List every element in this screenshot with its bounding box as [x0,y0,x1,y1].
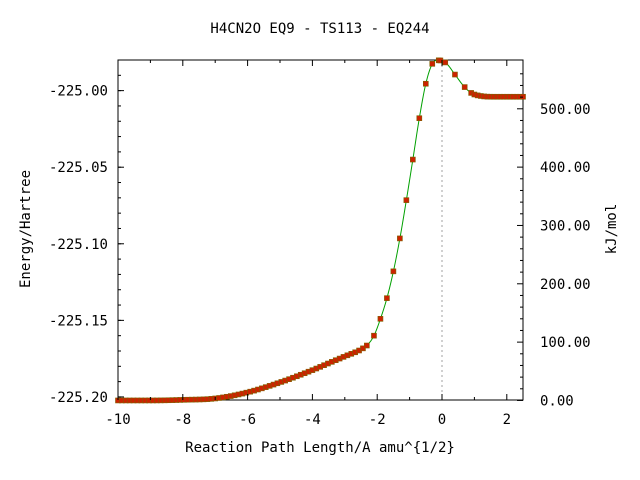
x-tick-label: -2 [369,412,386,428]
data-point [390,268,397,275]
plot-frame [117,59,524,401]
y-left-axis-label: Energy/Hartree [18,170,34,288]
y-right-tick-label: 500.00 [540,102,591,118]
y-left-tick-label: -225.20 [49,390,108,406]
data-point [360,345,366,352]
y-right-tick-label: 200.00 [540,277,591,293]
chart-title: H4CN2O EQ9 - TS113 - EQ244 [210,21,429,37]
x-tick-label: 2 [503,412,511,428]
data-point [364,342,370,349]
y-right-tick-label: 400.00 [540,160,591,176]
data-point [397,235,403,242]
x-tick-label: -8 [174,412,191,428]
data-point [384,295,390,301]
y-left-tick-label: -225.15 [49,313,108,329]
x-tick-label: -4 [304,412,321,428]
x-tick-label: 0 [438,412,446,428]
data-point [461,84,468,90]
y-right-tick-label: 0.00 [540,393,574,409]
data-point [371,332,377,339]
y-right-axis-ticks: 0.00 100.00 200.00 300.00 400.00 500.00 [517,73,591,409]
data-point [410,156,416,163]
data-point [403,197,410,203]
x-tick-label: -6 [239,412,256,428]
data-point [429,61,436,67]
x-axis-ticks: -10 -8 -6 -4 -2 0 2 [105,60,511,428]
data-point [452,71,458,78]
y-left-tick-label: -225.05 [49,160,108,176]
curve-group [118,59,523,401]
x-axis-label: Reaction Path Length/A amu^{1/2} [185,440,455,456]
energy-profile-line [118,59,523,401]
x-tick-label: -10 [105,412,130,428]
y-left-tick-label: -225.00 [49,84,108,100]
data-point [416,115,423,121]
y-right-axis-label: kJ/mol [604,204,620,255]
data-point [377,316,384,322]
plot-area-border [117,59,524,401]
data-point [422,80,429,87]
data-point [442,59,449,66]
y-left-axis-ticks: -225.20 -225.15 -225.10 -225.05 -225.00 [49,59,124,406]
data-points-group [115,57,526,404]
y-right-tick-label: 100.00 [540,335,591,351]
y-left-tick-label: -225.10 [49,237,108,253]
y-right-tick-label: 300.00 [540,218,591,234]
